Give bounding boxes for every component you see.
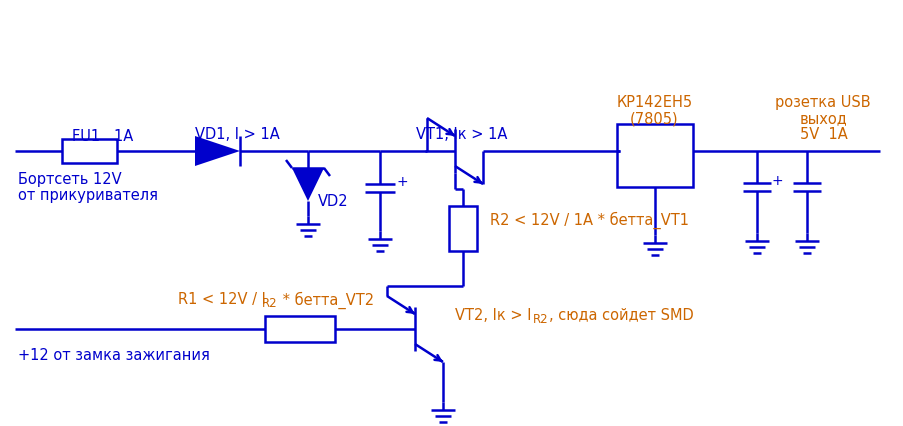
Bar bbox=[617, 125, 693, 187]
Text: Бортсеть 12V: Бортсеть 12V bbox=[18, 172, 122, 187]
Text: +: + bbox=[771, 173, 783, 187]
Text: VD2: VD2 bbox=[318, 193, 349, 208]
Bar bbox=[265, 316, 335, 342]
Text: R2: R2 bbox=[262, 296, 277, 309]
Text: от прикуривателя: от прикуривателя bbox=[18, 187, 158, 202]
Text: (7805): (7805) bbox=[629, 111, 678, 126]
Text: розетка USB: розетка USB bbox=[774, 95, 870, 110]
Text: , сюда сойдет SMD: , сюда сойдет SMD bbox=[548, 307, 693, 322]
Text: КР142ЕН5: КР142ЕН5 bbox=[617, 95, 693, 110]
Text: VD1, I > 1A: VD1, I > 1A bbox=[195, 127, 279, 142]
Text: R2: R2 bbox=[533, 312, 548, 325]
Text: R2 < 12V / 1A * бетта_VT1: R2 < 12V / 1A * бетта_VT1 bbox=[489, 211, 688, 229]
Polygon shape bbox=[195, 137, 239, 167]
Text: +12 от замка зажигания: +12 от замка зажигания bbox=[18, 347, 209, 362]
Bar bbox=[449, 207, 477, 251]
Text: R1 < 12V / I: R1 < 12V / I bbox=[178, 291, 265, 306]
Polygon shape bbox=[292, 169, 323, 201]
Text: VT2, Iк > I: VT2, Iк > I bbox=[454, 307, 531, 322]
Text: 5V  1A: 5V 1A bbox=[799, 127, 847, 142]
Text: FU1   1A: FU1 1A bbox=[72, 129, 133, 144]
Bar bbox=[62, 140, 116, 164]
Text: выход: выход bbox=[799, 111, 847, 126]
Text: +: + bbox=[396, 175, 408, 189]
Text: * бетта_VT2: * бетта_VT2 bbox=[278, 291, 374, 308]
Text: VT1, Iк > 1A: VT1, Iк > 1A bbox=[415, 127, 507, 142]
